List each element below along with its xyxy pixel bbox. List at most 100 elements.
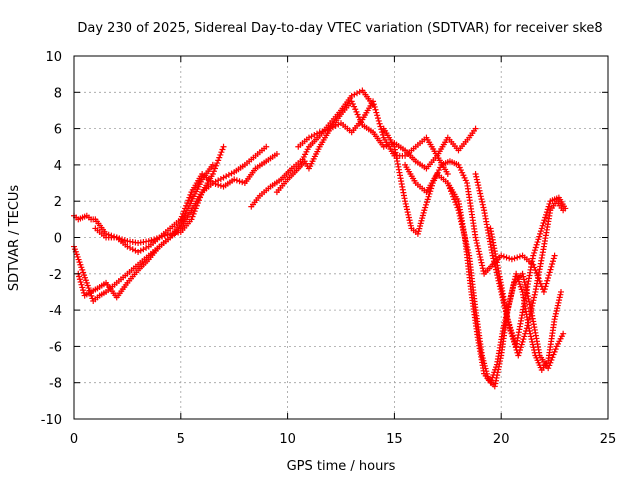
data-point	[233, 177, 240, 184]
data-point	[405, 211, 412, 218]
data-point	[308, 133, 315, 140]
data-point	[509, 287, 516, 294]
data-point	[217, 151, 224, 158]
data-point	[549, 261, 556, 268]
data-point	[476, 187, 483, 194]
data-point	[193, 202, 200, 209]
data-point	[544, 206, 551, 213]
data-point	[348, 98, 355, 105]
data-point	[479, 265, 486, 272]
data-point	[550, 351, 557, 358]
data-point	[518, 341, 525, 348]
x-tick-label: 20	[493, 432, 510, 447]
data-point	[417, 223, 424, 230]
data-point	[478, 196, 485, 203]
data-point	[156, 234, 163, 241]
y-tick-label: 10	[45, 50, 62, 65]
data-point	[500, 253, 507, 260]
data-point	[355, 114, 362, 121]
y-tick-label: 6	[54, 123, 62, 138]
y-tick-label: 2	[54, 195, 62, 210]
data-point	[534, 239, 541, 246]
y-tick-label: -10	[41, 413, 62, 428]
data-point	[479, 262, 486, 269]
data-point	[500, 322, 507, 329]
data-point	[371, 103, 378, 110]
data-point	[537, 228, 544, 235]
data-point	[505, 318, 512, 325]
data-point	[124, 243, 131, 250]
data-point	[407, 219, 414, 226]
data-point	[531, 247, 538, 254]
data-point	[508, 329, 515, 336]
data-point	[509, 284, 516, 291]
series-track-4	[92, 151, 280, 256]
data-point	[516, 253, 523, 260]
data-point	[216, 154, 223, 161]
data-point	[475, 182, 482, 189]
y-tick-label: -2	[49, 268, 62, 283]
data-point	[546, 200, 553, 207]
data-point	[538, 225, 545, 232]
data-point	[528, 305, 535, 312]
data-point	[556, 294, 563, 301]
data-point	[554, 305, 561, 312]
data-point	[540, 288, 547, 295]
data-point	[521, 333, 528, 340]
data-point	[358, 119, 365, 126]
data-point	[519, 270, 526, 277]
data-point	[403, 203, 410, 210]
data-point	[554, 302, 561, 309]
data-point	[159, 233, 166, 240]
data-point	[353, 108, 360, 115]
data-point	[507, 295, 514, 302]
data-point	[415, 228, 422, 235]
data-point	[209, 161, 216, 168]
data-point	[223, 173, 230, 180]
data-point	[425, 193, 432, 200]
data-point	[214, 160, 221, 167]
data-point	[546, 269, 553, 276]
data-point	[424, 196, 431, 203]
data-point	[418, 217, 425, 224]
data-point	[453, 201, 460, 208]
series-track-6	[273, 98, 451, 196]
data-point	[500, 325, 507, 332]
data-point	[218, 149, 225, 156]
data-point	[527, 311, 534, 318]
data-point	[473, 176, 480, 183]
data-point	[137, 247, 144, 254]
data-point	[348, 92, 355, 99]
data-point	[416, 225, 423, 232]
data-point	[407, 222, 414, 229]
data-point	[560, 330, 567, 337]
data-point	[423, 201, 430, 208]
data-point	[498, 252, 505, 259]
data-point	[231, 176, 238, 183]
data-point	[530, 344, 537, 351]
y-tick-label: 0	[54, 232, 62, 247]
data-point	[220, 174, 227, 181]
data-point	[76, 276, 83, 283]
data-point	[508, 292, 515, 299]
data-point	[562, 205, 569, 212]
data-point	[417, 220, 424, 227]
data-point	[185, 197, 192, 204]
data-point	[212, 180, 219, 187]
data-point	[215, 181, 222, 188]
data-point	[542, 283, 549, 290]
data-point	[520, 276, 527, 283]
data-point	[529, 341, 536, 348]
data-point	[525, 319, 532, 326]
data-point	[161, 232, 168, 239]
data-point	[527, 330, 534, 337]
data-point	[319, 128, 326, 135]
data-point	[145, 238, 152, 245]
data-point	[508, 256, 515, 263]
x-tick-label: 5	[177, 432, 185, 447]
series-track-5	[248, 87, 377, 210]
data-point	[225, 171, 232, 178]
data-point	[539, 222, 546, 229]
data-point	[531, 349, 538, 356]
data-point	[197, 194, 204, 201]
